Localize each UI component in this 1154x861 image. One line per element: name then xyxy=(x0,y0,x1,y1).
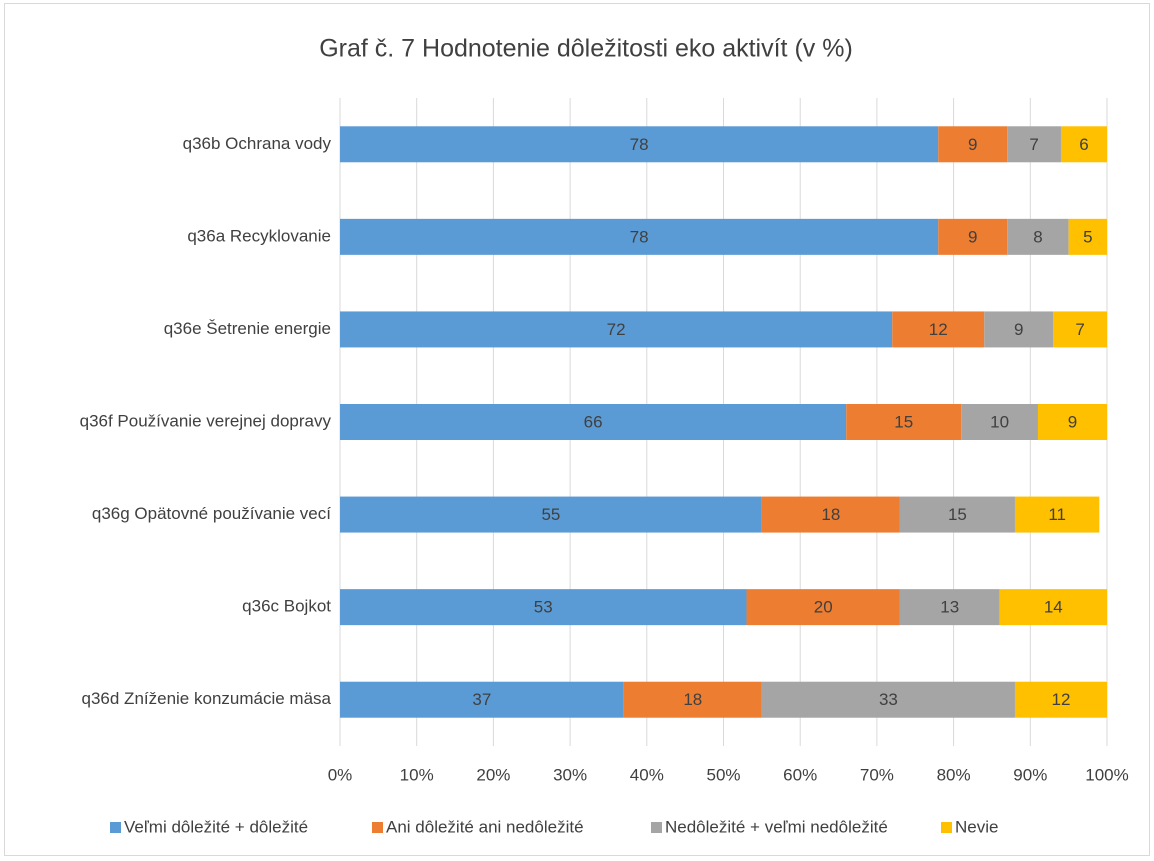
y-tick-label: q36e Šetrenie energie xyxy=(164,319,331,338)
y-tick-label: q36a Recyklovanie xyxy=(187,226,331,245)
bar-segment xyxy=(938,218,1008,255)
bar-segment xyxy=(623,681,762,718)
data-label: 20 xyxy=(814,598,833,617)
legend-label: Ani dôležité ani nedôležité xyxy=(386,817,584,836)
data-label: 66 xyxy=(584,412,603,431)
bar-segment xyxy=(899,589,1000,626)
data-label: 53 xyxy=(534,598,553,617)
legend-swatch xyxy=(372,822,383,833)
data-label: 9 xyxy=(968,227,977,246)
data-label: 12 xyxy=(1052,690,1071,709)
legend-swatch xyxy=(110,822,121,833)
data-label: 11 xyxy=(1048,505,1066,524)
data-label: 55 xyxy=(541,505,560,524)
data-label: 8 xyxy=(1033,227,1042,246)
bar-segment xyxy=(1060,126,1107,163)
data-label: 33 xyxy=(879,690,898,709)
data-label: 9 xyxy=(1014,320,1023,339)
y-tick-label: q36c Bojkot xyxy=(242,597,331,616)
bar-segment xyxy=(999,589,1107,626)
y-tick-label: q36f Používanie verejnej dopravy xyxy=(80,411,332,430)
data-label: 13 xyxy=(940,598,959,617)
legend-swatch xyxy=(651,822,662,833)
y-tick-label: q36b Ochrana vody xyxy=(183,134,332,153)
bar-segment xyxy=(961,404,1038,440)
x-tick-label: 100% xyxy=(1085,765,1128,784)
data-label: 14 xyxy=(1044,598,1063,617)
legend-label: Veľmi dôležité + dôležité xyxy=(124,817,308,836)
x-tick-label: 50% xyxy=(706,765,740,784)
chart-title: Graf č. 7 Hodnotenie dôležitosti eko akt… xyxy=(319,35,853,63)
bar-segment xyxy=(899,496,1015,533)
data-label: 10 xyxy=(990,412,1009,431)
bar-segment xyxy=(340,218,939,255)
x-tick-label: 10% xyxy=(400,765,434,784)
bar-segment xyxy=(1007,218,1069,255)
x-tick-label: 60% xyxy=(783,765,817,784)
data-label: 18 xyxy=(683,690,702,709)
data-label: 18 xyxy=(821,505,840,524)
legend-label: Nedôležité + veľmi nedôležité xyxy=(665,817,888,836)
bar-segment xyxy=(984,311,1054,348)
bar-segment xyxy=(340,311,893,348)
bar-segment xyxy=(761,496,900,533)
bar-segment xyxy=(1037,404,1107,440)
data-label: 9 xyxy=(1068,412,1077,431)
data-label: 37 xyxy=(472,690,491,709)
bar-segment xyxy=(340,496,762,533)
bar-segment xyxy=(746,589,900,626)
data-label: 15 xyxy=(894,412,913,431)
x-tick-label: 0% xyxy=(328,765,353,784)
data-label: 78 xyxy=(630,227,649,246)
bar-segment xyxy=(1007,126,1061,163)
y-tick-label: q36g Opätovné používanie vecí xyxy=(92,504,331,523)
data-label: 12 xyxy=(929,320,948,339)
bar-segment xyxy=(340,589,747,626)
data-label: 7 xyxy=(1029,135,1038,154)
data-label: 7 xyxy=(1075,320,1084,339)
x-tick-label: 70% xyxy=(860,765,894,784)
legend-swatch xyxy=(941,822,952,833)
x-tick-label: 40% xyxy=(630,765,664,784)
bar-segment xyxy=(846,404,962,440)
y-tick-label: q36d Zníženie konzumácie mäsa xyxy=(82,689,332,708)
data-label: 9 xyxy=(968,135,977,154)
bar-segment xyxy=(938,126,1008,163)
x-tick-label: 30% xyxy=(553,765,587,784)
bar-segment xyxy=(340,126,939,163)
bar-segment xyxy=(340,681,624,718)
legend-label: Nevie xyxy=(955,817,998,836)
data-label: 6 xyxy=(1079,135,1088,154)
data-label: 5 xyxy=(1083,227,1092,246)
data-label: 72 xyxy=(607,320,626,339)
bar-segment xyxy=(892,311,985,348)
data-label: 78 xyxy=(630,135,649,154)
bar-segment xyxy=(1014,681,1107,718)
bar-segment xyxy=(1068,218,1107,255)
bar-segment xyxy=(340,404,847,440)
x-tick-label: 90% xyxy=(1013,765,1047,784)
data-label: 15 xyxy=(948,505,967,524)
bar-segment xyxy=(761,681,1015,718)
x-tick-label: 80% xyxy=(937,765,971,784)
x-tick-label: 20% xyxy=(476,765,510,784)
bar-segment xyxy=(1014,496,1100,533)
bar-segment xyxy=(1053,311,1107,348)
